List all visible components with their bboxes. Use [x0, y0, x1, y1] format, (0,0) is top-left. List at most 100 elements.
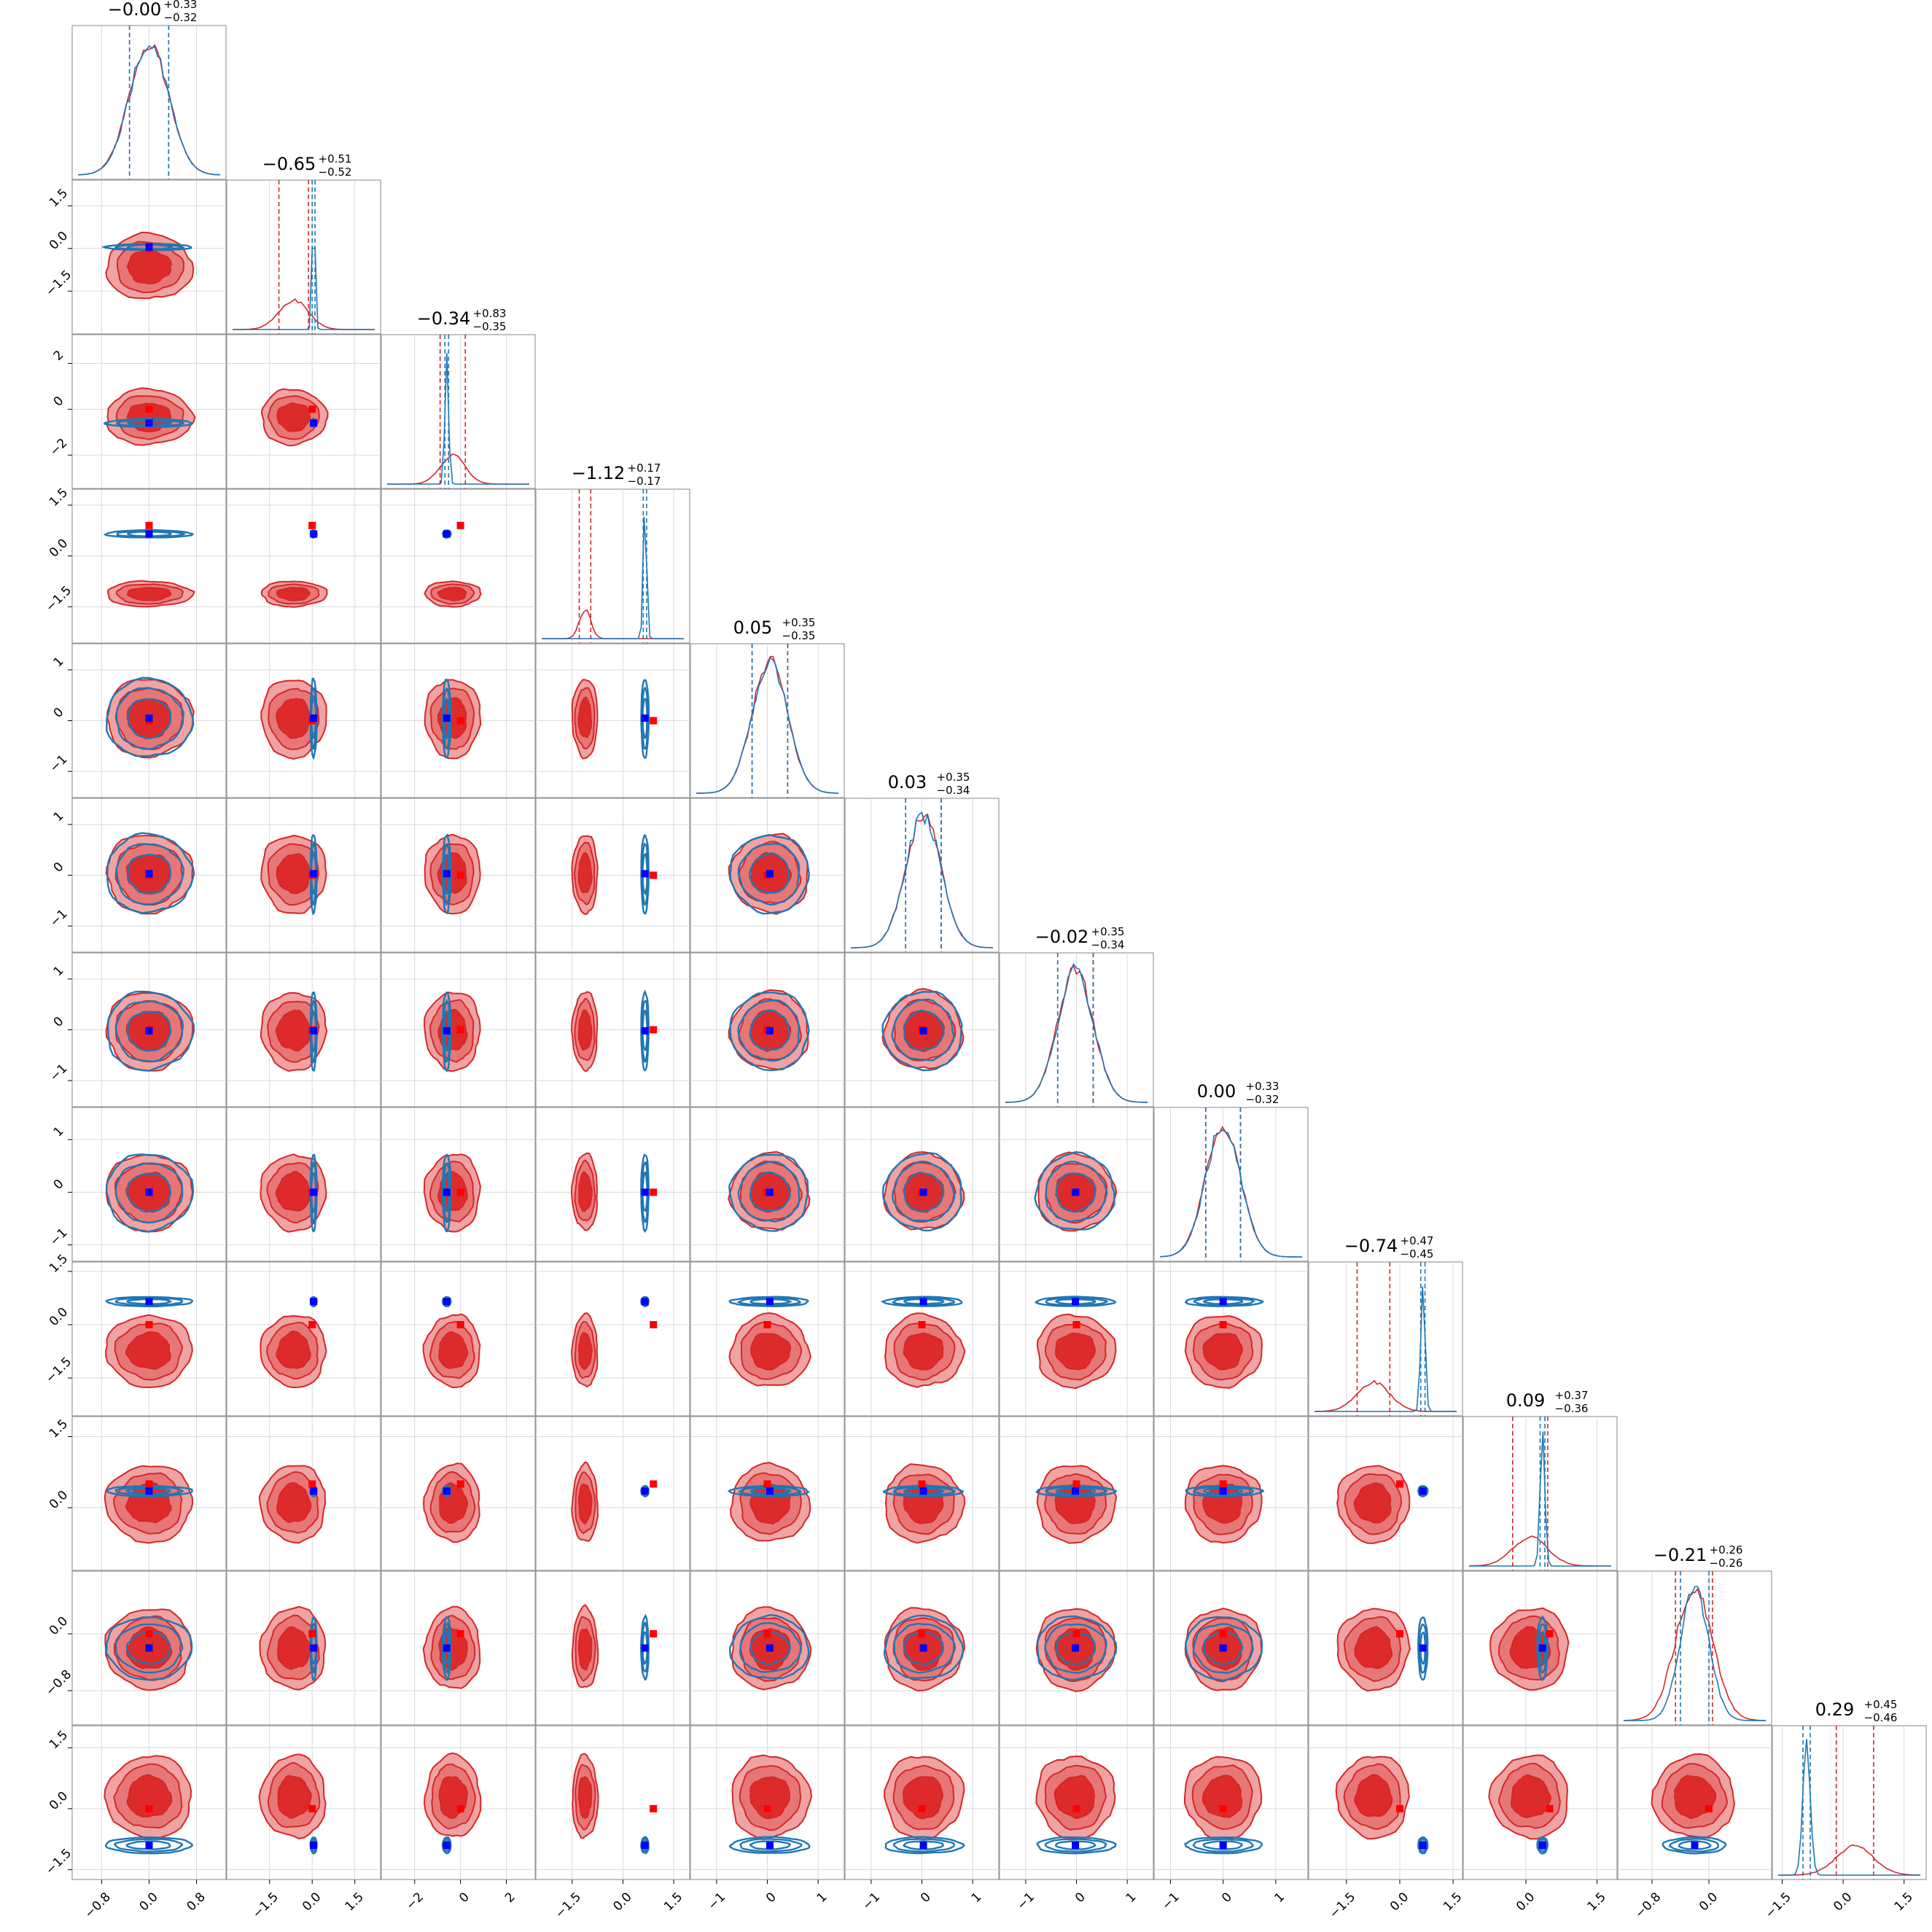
tick-label-y: −1.5 — [43, 268, 74, 299]
contour-blue — [739, 1621, 803, 1673]
contour-panel — [381, 1107, 536, 1266]
contour-panel — [690, 1261, 845, 1420]
panel-frame — [381, 488, 536, 644]
marker-blue — [1072, 1188, 1080, 1196]
marker-blue — [641, 1842, 649, 1849]
marker-blue — [641, 714, 649, 722]
panel-title-plus: +0.35 — [1091, 925, 1125, 938]
marker-blue — [641, 1487, 649, 1495]
contour-red-inner — [125, 1331, 171, 1370]
contour-blue — [1417, 1836, 1429, 1855]
marker-blue — [310, 714, 318, 722]
marker-blue — [1219, 1487, 1227, 1495]
contour-panel: −0.8 0.0 — [43, 1570, 227, 1729]
contour-blue — [1668, 1837, 1720, 1853]
contour-blue — [882, 1484, 964, 1497]
contour-red-inner — [437, 586, 467, 601]
contour-red-inner — [276, 586, 311, 601]
marker-blue — [310, 1298, 318, 1306]
marker-red — [650, 1321, 658, 1328]
contour-panel — [690, 1416, 845, 1575]
tick-label-y: 0 — [51, 1014, 67, 1030]
tick-label-y: 1.5 — [47, 486, 71, 510]
marker-blue — [310, 1027, 318, 1035]
contour-blue — [1055, 1487, 1097, 1495]
contour-panel — [1462, 1725, 1618, 1884]
marker-red — [1072, 1321, 1080, 1328]
panel-frame — [226, 179, 381, 335]
contour-blue — [106, 677, 195, 757]
contour-blue — [1662, 1836, 1727, 1855]
histogram-red — [1623, 1587, 1767, 1721]
contour-blue — [729, 991, 810, 1072]
marker-blue — [1219, 1842, 1227, 1849]
marker-red — [145, 521, 153, 529]
contour-blue — [105, 1296, 194, 1308]
contour-blue — [903, 1009, 945, 1051]
marker-red — [145, 1480, 153, 1488]
contour-panel — [226, 952, 381, 1111]
panel-title-plus: +0.33 — [164, 0, 198, 11]
contour-panel — [999, 1570, 1154, 1729]
marker-blue — [443, 1298, 451, 1306]
marker-blue — [919, 1188, 927, 1196]
contour-blue — [114, 1623, 184, 1674]
marker-blue — [443, 1027, 451, 1035]
marker-blue — [145, 1842, 153, 1849]
contour-panel: −1 0 1 — [47, 643, 227, 802]
panel-title-minus: −0.35 — [782, 629, 816, 642]
marker-red — [918, 1480, 926, 1488]
marker-blue — [766, 1027, 774, 1035]
marker-red — [650, 717, 658, 725]
tick-label-y: −1 — [47, 1062, 71, 1085]
marker-red — [763, 1321, 771, 1328]
contour-blue — [891, 1160, 956, 1222]
tick-label-x: −1.5 — [1327, 1890, 1358, 1921]
contour-panel — [226, 1725, 381, 1884]
contour-panel — [1153, 1416, 1309, 1575]
marker-blue — [766, 870, 774, 878]
contour-panel — [1153, 1261, 1309, 1420]
tick-label-x: 0 — [763, 1890, 779, 1906]
tick-label-x: 1 — [1123, 1890, 1140, 1906]
contour-panel: 0.0 1.5 — [47, 1416, 227, 1575]
panel-title-minus: −0.32 — [164, 11, 198, 24]
histogram-panel: 0.05 +0.35−0.35 — [690, 616, 845, 802]
contour-blue — [114, 1000, 184, 1062]
tick-label-x: 1.5 — [1584, 1890, 1608, 1914]
contour-blue — [103, 418, 194, 428]
marker-blue — [919, 1298, 927, 1306]
panel-title-median: −0.00 — [108, 0, 162, 20]
marker-blue — [310, 530, 318, 538]
marker-red — [918, 1630, 926, 1637]
contour-red-inner — [577, 852, 593, 894]
contour-blue — [1055, 1172, 1097, 1213]
tick-label-y: 0 — [51, 394, 67, 410]
contour-panel: −1 0 1 — [47, 798, 227, 957]
panel-title-median: 0.00 — [1197, 1081, 1236, 1102]
contour-blue — [749, 1631, 792, 1665]
tick-label-y: 0 — [51, 860, 67, 876]
panel-title-minus: −0.45 — [1401, 1247, 1434, 1261]
contour-blue — [903, 1840, 945, 1850]
contour-blue — [1192, 1623, 1254, 1674]
marker-blue — [310, 1842, 318, 1849]
contour-red-inner — [577, 696, 593, 739]
panel-title-plus: +0.35 — [937, 771, 970, 784]
histogram-panel: −0.74 +0.47−0.45 — [1308, 1234, 1463, 1420]
marker-red — [918, 1321, 926, 1328]
histogram-panel: −0.21 +0.26−0.26 — [1617, 1543, 1772, 1729]
contour-blue — [126, 1631, 171, 1665]
panel-title-minus: −0.46 — [1864, 1711, 1898, 1724]
contour-red-inner — [277, 1775, 312, 1819]
contour-blue — [749, 1298, 792, 1305]
panel-title-median: −0.34 — [417, 308, 471, 329]
marker-red — [456, 871, 464, 879]
contour-panel — [1308, 1570, 1463, 1729]
tick-label-y: 1 — [51, 963, 67, 979]
contour-panel — [1462, 1570, 1618, 1729]
tick-label-x: −1 — [860, 1890, 883, 1913]
marker-blue — [145, 419, 153, 427]
contour-blue — [1537, 1838, 1548, 1853]
histogram-blue — [1314, 1286, 1457, 1412]
